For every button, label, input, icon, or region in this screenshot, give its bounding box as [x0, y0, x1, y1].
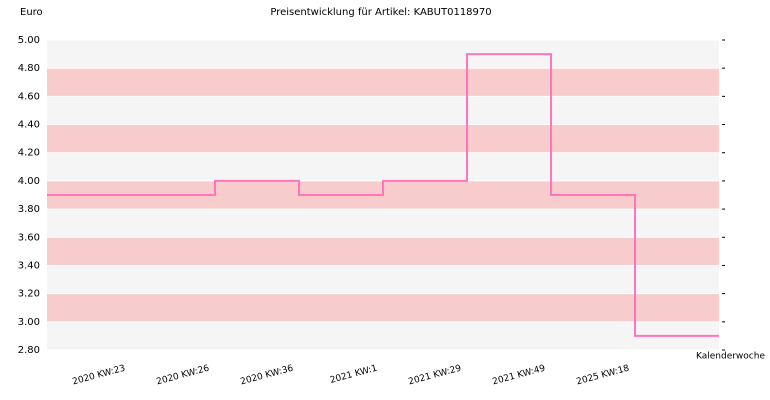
y-tick-label: 5.00 [18, 35, 40, 46]
y-tick-label: 3.40 [18, 260, 40, 271]
y-tick-label: 3.20 [18, 289, 40, 300]
price-line [47, 53, 719, 337]
grid-band [47, 152, 719, 181]
y-tick-label: 3.60 [18, 232, 40, 243]
x-tick-label: 2021 KW:49 [491, 364, 546, 388]
x-tick-label: 2021 KW:1 [329, 364, 378, 386]
grid-band [47, 209, 719, 238]
grid-band [47, 237, 719, 266]
x-tick-label: 2020 KW:23 [71, 364, 126, 388]
y-tick-label: 4.80 [18, 63, 40, 74]
y-axis-label: Euro [20, 7, 43, 18]
x-tick-label: 2020 KW:26 [155, 364, 210, 388]
grid-band [47, 265, 719, 294]
grid-band [47, 293, 719, 322]
y-tick-label: 4.60 [18, 91, 40, 102]
chart-title: Preisentwicklung für Artikel: KABUT01189… [270, 7, 491, 18]
grid-band [47, 321, 719, 350]
y-tick-label: 3.00 [18, 317, 40, 328]
y-tick-label: 4.40 [18, 120, 40, 131]
grid-band [47, 124, 719, 153]
x-tick-label: 2020 KW:36 [239, 364, 294, 388]
y-tick-label: 3.80 [18, 204, 40, 215]
y-tick-label: 4.00 [18, 176, 40, 187]
x-axis-label: Kalenderwoche [696, 352, 765, 362]
y-tick-label: 2.80 [18, 345, 40, 356]
grid-band [47, 68, 719, 97]
x-tick-label: 2025 KW:18 [575, 364, 630, 388]
x-tick-label: 2021 KW:29 [407, 364, 462, 388]
grid-band [47, 40, 719, 69]
grid-band [47, 96, 719, 125]
y-tick-label: 4.20 [18, 148, 40, 159]
